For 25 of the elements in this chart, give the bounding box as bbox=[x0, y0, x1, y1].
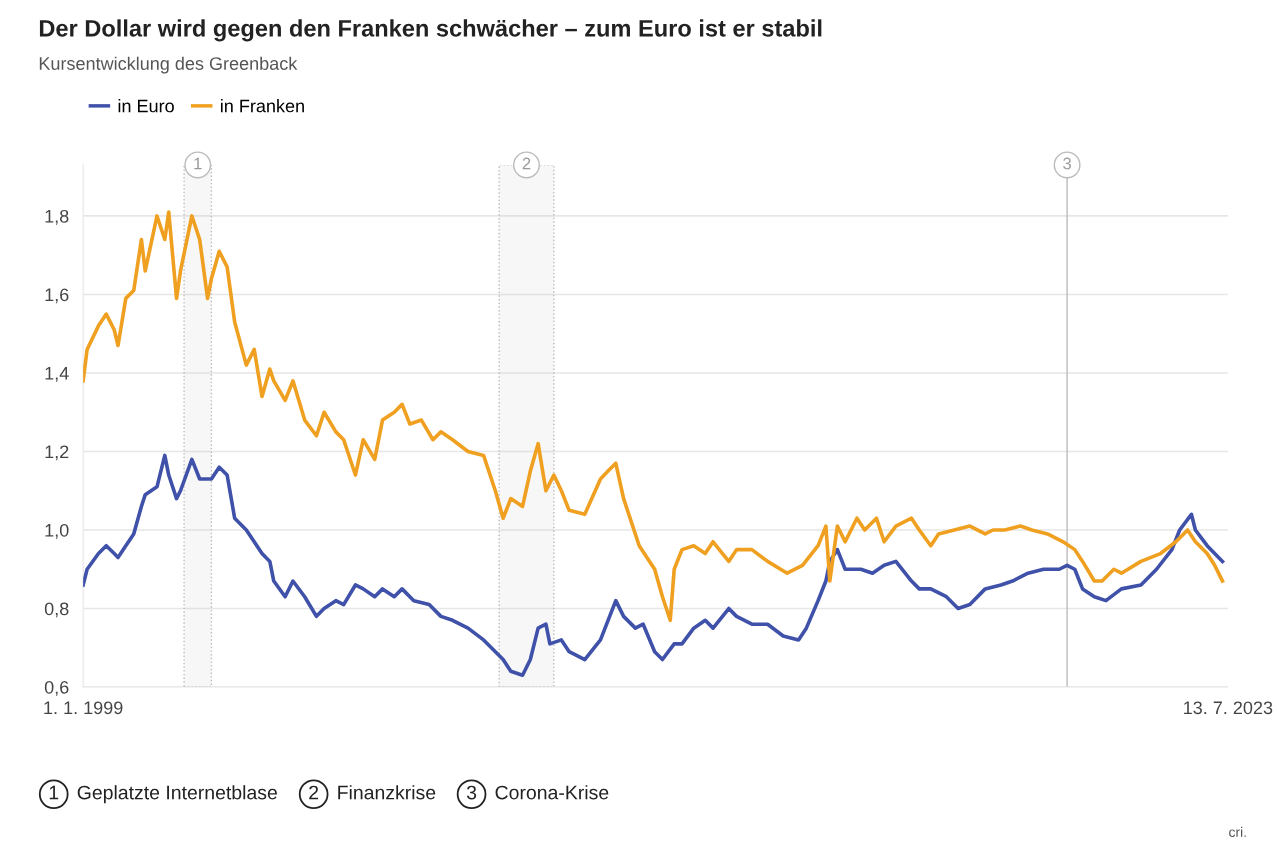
text: 2 bbox=[309, 785, 319, 800]
legend-label: in Franken bbox=[220, 99, 304, 113]
y-tick-label: 1,0 bbox=[45, 523, 69, 539]
legend-label: in Euro bbox=[118, 99, 174, 113]
text: cri. bbox=[1229, 826, 1246, 838]
x-tick-label: 13. 7. 2023 bbox=[1184, 701, 1273, 715]
band-label: 1 bbox=[194, 157, 202, 170]
ref-line-label: 3 bbox=[1063, 157, 1072, 170]
line-series bbox=[83, 210, 1225, 623]
line-series bbox=[83, 453, 1225, 678]
text: Corona-Krise bbox=[495, 785, 609, 800]
y-tick-label: 1,2 bbox=[45, 445, 69, 461]
y-tick-label: 1,4 bbox=[45, 367, 69, 382]
y-tick-label: 0,6 bbox=[44, 680, 69, 696]
x-tick-label: 1. 1. 1999 bbox=[44, 701, 123, 715]
text: Finanzkrise bbox=[338, 785, 436, 800]
y-tick-label: 1,6 bbox=[45, 288, 69, 304]
chart-subtitle: Kursentwicklung des Greenback bbox=[39, 56, 298, 74]
y-tick-label: 1,8 bbox=[45, 209, 69, 225]
band-label: 2 bbox=[522, 157, 531, 170]
y-tick-label: 0,8 bbox=[44, 602, 69, 618]
text: 1 bbox=[49, 785, 59, 800]
text: 3 bbox=[466, 785, 477, 800]
chart-title: Der Dollar wird gegen den Franken schwächer – zum Euro ist er stabil bbox=[39, 19, 822, 42]
text: Geplatzte Internetblase bbox=[77, 785, 277, 804]
